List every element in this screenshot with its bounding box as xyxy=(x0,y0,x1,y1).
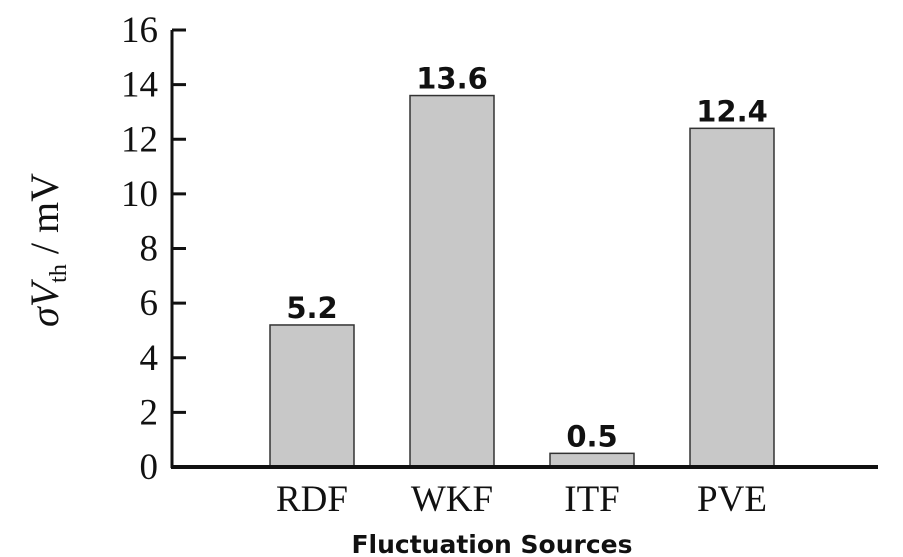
y-tick-label: 14 xyxy=(121,65,158,106)
data-label-wkf: 13.6 xyxy=(416,62,488,96)
y-tick-label: 8 xyxy=(140,229,159,270)
bar-rdf xyxy=(269,324,355,468)
y-axis-title-var: V xyxy=(22,278,67,307)
y-tick-label: 16 xyxy=(121,10,158,51)
x-axis: RDF WKF ITF PVE xyxy=(171,465,878,520)
y-tick-label: 10 xyxy=(121,174,158,215)
bar-pve xyxy=(689,127,775,468)
y-axis: 0 2 4 6 8 10 12 14 16 xyxy=(121,10,186,488)
x-axis-title: Fluctuation Sources xyxy=(351,530,632,557)
y-axis-title-subscript: th xyxy=(46,264,72,283)
y-axis-title-symbol: σ xyxy=(22,306,67,327)
y-axis-title-unit: / mV xyxy=(22,173,67,264)
x-tick-label-wkf: WKF xyxy=(411,479,493,520)
y-tick-label: 4 xyxy=(140,338,159,379)
bar-itf xyxy=(549,452,635,468)
y-tick-label: 0 xyxy=(140,447,159,488)
bars: 5.2 13.6 0.5 12.4 xyxy=(269,62,775,468)
y-tick-label: 12 xyxy=(121,119,158,160)
data-label-pve: 12.4 xyxy=(696,94,768,128)
x-tick-label-itf: ITF xyxy=(564,479,620,520)
bar-wkf xyxy=(409,94,495,468)
y-axis-title: σVth / mV xyxy=(22,173,72,327)
data-label-itf: 0.5 xyxy=(566,419,617,453)
y-tick-label: 6 xyxy=(140,283,159,324)
x-tick-label-pve: PVE xyxy=(697,479,767,520)
data-label-rdf: 5.2 xyxy=(286,291,337,325)
y-tick-label: 2 xyxy=(140,392,159,433)
x-tick-label-rdf: RDF xyxy=(276,479,348,520)
